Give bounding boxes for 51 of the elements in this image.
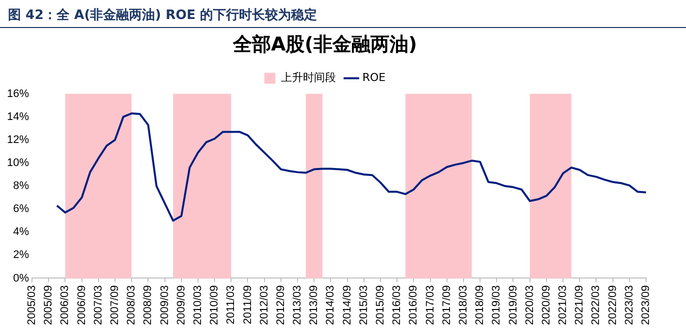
x-tick-label: 2014/09 <box>341 285 354 326</box>
y-tick-label: 16% <box>6 88 30 100</box>
x-tick-label: 2015/03 <box>358 285 370 326</box>
y-tick-label: 12% <box>6 134 30 146</box>
y-tick-label: 10% <box>6 156 30 169</box>
x-tick-label: 2016/03 <box>391 285 404 326</box>
x-tick-label: 2010/09 <box>208 285 221 326</box>
y-tick-label: 2% <box>13 249 30 262</box>
x-tick-label: 2015/09 <box>374 285 387 326</box>
x-tick-label: 2019/09 <box>507 285 520 326</box>
x-tick-label: 2018/09 <box>474 285 486 326</box>
x-tick-label: 2007/09 <box>109 285 122 326</box>
x-tick-label: 2009/03 <box>158 285 171 326</box>
x-tick-label: 2017/03 <box>424 285 436 326</box>
x-tick-label: 2020/09 <box>540 285 552 326</box>
chart-subtitle: 全部A股(非金融两油) <box>232 33 418 56</box>
x-tick-label: 2006/03 <box>59 285 72 326</box>
x-tick-label: 2008/09 <box>142 285 154 326</box>
x-tick-label: 2006/09 <box>76 285 88 326</box>
x-tick-label: 2021/09 <box>574 285 586 326</box>
x-tick-label: 2023/09 <box>640 285 652 326</box>
y-tick-label: 4% <box>13 226 30 238</box>
x-tick-label: 2011/09 <box>242 285 254 324</box>
x-tick-label: 2016/09 <box>408 285 420 326</box>
x-tick-label: 2007/03 <box>92 285 104 326</box>
x-tick-label: 2013/03 <box>292 285 304 326</box>
x-tick-label: 2008/03 <box>126 285 138 326</box>
y-tick-label: 14% <box>6 110 30 123</box>
y-tick-label: 6% <box>13 203 30 216</box>
x-tick-label: 2014/03 <box>324 285 337 326</box>
x-tick-label: 2021/03 <box>557 285 570 326</box>
x-tick-label: 2005/09 <box>42 285 55 326</box>
x-tick-label: 2005/03 <box>26 285 38 326</box>
x-tick-label: 2013/09 <box>308 285 320 326</box>
x-tick-label: 2022/09 <box>606 285 619 326</box>
x-tick-label: 2010/03 <box>192 285 204 326</box>
legend-label: ROE <box>362 71 386 84</box>
y-tick-label: 0% <box>13 272 30 284</box>
chart-title: 图 42：全 A(非金融两油) ROE 的下行时长较为稳定 <box>0 0 686 28</box>
x-tick-label: 2009/09 <box>175 285 188 326</box>
x-tick-label: 2018/03 <box>457 285 470 326</box>
x-tick-label: 2017/09 <box>440 285 453 326</box>
x-tick-label: 2023/03 <box>623 285 636 326</box>
x-tick-label: 2022/03 <box>590 285 602 326</box>
x-tick-label: 2019/03 <box>490 285 503 326</box>
legend-label: 上升时间段 <box>280 71 336 84</box>
x-tick-label: 2011/03 <box>225 285 238 324</box>
y-tick-label: 8% <box>13 180 30 192</box>
x-tick-label: 2012/09 <box>274 285 287 326</box>
x-tick-label: 2020/03 <box>524 285 536 326</box>
x-tick-label: 2012/03 <box>258 285 270 326</box>
